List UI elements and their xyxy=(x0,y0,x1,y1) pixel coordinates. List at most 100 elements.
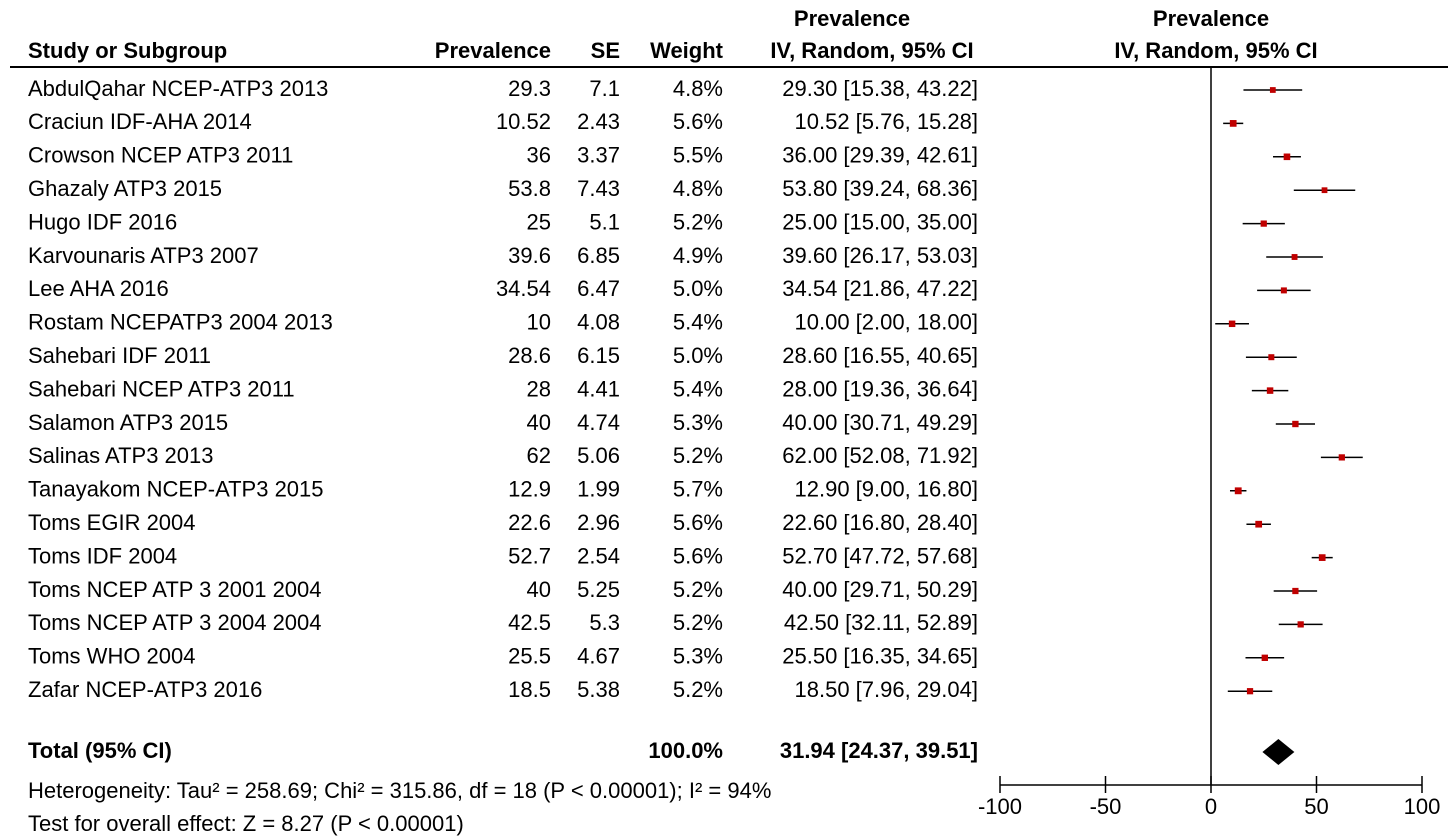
prevalence: 42.5 xyxy=(508,610,551,635)
prevalence: 40 xyxy=(527,577,551,602)
prevalence: 10.52 xyxy=(496,109,551,134)
header-plot: IV, Random, 95% CI xyxy=(1114,38,1317,63)
study-name: Lee AHA 2016 xyxy=(28,276,169,301)
point-estimate xyxy=(1269,87,1276,93)
study-name: Ghazaly ATP3 2015 xyxy=(28,176,222,201)
point-estimate xyxy=(1260,220,1267,227)
study-name: Toms NCEP ATP 3 2001 2004 xyxy=(28,577,322,602)
header-plot: Prevalence xyxy=(1153,6,1269,31)
point-estimate xyxy=(1283,153,1291,161)
ci-label: 39.60 [26.17, 53.03] xyxy=(782,243,978,268)
weight: 5.0% xyxy=(673,276,723,301)
se: 3.37 xyxy=(577,143,620,168)
prevalence: 25.5 xyxy=(508,644,551,669)
weight: 4.9% xyxy=(673,243,723,268)
point-estimate xyxy=(1280,287,1287,294)
point-estimate xyxy=(1297,621,1304,628)
prevalence: 53.8 xyxy=(508,176,551,201)
point-estimate xyxy=(1338,454,1345,461)
x-tick-label: 50 xyxy=(1304,794,1328,819)
prevalence: 28 xyxy=(527,376,551,401)
ci-label: 40.00 [29.71, 50.29] xyxy=(782,577,978,602)
note: Heterogeneity: Tau² = 258.69; Chi² = 315… xyxy=(28,778,771,803)
se: 5.25 xyxy=(577,577,620,602)
x-tick-label: -100 xyxy=(978,794,1022,819)
point-estimate xyxy=(1268,354,1275,361)
study-name: Hugo IDF 2016 xyxy=(28,209,177,234)
total-diamond xyxy=(1262,739,1295,765)
study-name: Karvounaris ATP3 2007 xyxy=(28,243,259,268)
study-name: Sahebari NCEP ATP3 2011 xyxy=(28,376,295,401)
weight: 4.8% xyxy=(673,76,723,101)
weight: 5.5% xyxy=(673,143,723,168)
weight: 5.2% xyxy=(673,677,723,702)
point-estimate xyxy=(1234,487,1242,495)
prevalence: 29.3 xyxy=(508,76,551,101)
total-ci: 31.94 [24.37, 39.51] xyxy=(780,738,978,763)
point-estimate xyxy=(1292,587,1299,595)
point-estimate xyxy=(1291,254,1298,260)
ci-label: 52.70 [47.72, 57.68] xyxy=(782,543,978,568)
point-estimate xyxy=(1261,654,1268,661)
prevalence: 25 xyxy=(527,209,551,234)
weight: 5.7% xyxy=(673,477,723,502)
prevalence: 18.5 xyxy=(508,677,551,702)
prevalence: 62 xyxy=(527,443,551,468)
se: 7.1 xyxy=(589,76,620,101)
ci-label: 28.00 [19.36, 36.64] xyxy=(782,376,978,401)
total-weight: 100.0% xyxy=(648,738,723,763)
weight: 4.8% xyxy=(673,176,723,201)
header-ci: Prevalence xyxy=(794,6,910,31)
header-study: Study or Subgroup xyxy=(28,38,227,63)
ci-label: 25.50 [16.35, 34.65] xyxy=(782,644,978,669)
study-name: Salamon ATP3 2015 xyxy=(28,410,228,435)
header-weight: Weight xyxy=(650,38,724,63)
se: 5.1 xyxy=(589,209,620,234)
x-tick-label: 100 xyxy=(1404,794,1441,819)
weight: 5.6% xyxy=(673,510,723,535)
se: 6.15 xyxy=(577,343,620,368)
study-name: Salinas ATP3 2013 xyxy=(28,443,214,468)
study-name: Toms WHO 2004 xyxy=(28,644,196,669)
se: 5.06 xyxy=(577,443,620,468)
ci-label: 42.50 [32.11, 52.89] xyxy=(784,610,978,635)
point-estimate xyxy=(1292,420,1299,428)
point-estimate xyxy=(1321,187,1328,194)
point-estimate xyxy=(1318,554,1326,561)
ci-label: 62.00 [52.08, 71.92] xyxy=(782,443,978,468)
ci-label: 29.30 [15.38, 43.22] xyxy=(782,76,978,101)
se: 4.08 xyxy=(577,310,620,335)
study-name: AbdulQahar NCEP-ATP3 2013 xyxy=(28,76,328,101)
header-se: SE xyxy=(591,38,620,63)
weight: 5.2% xyxy=(673,577,723,602)
note: Test for overall effect: Z = 8.27 (P < 0… xyxy=(28,811,464,836)
study-name: Toms EGIR 2004 xyxy=(28,510,196,535)
ci-label: 40.00 [30.71, 49.29] xyxy=(782,410,978,435)
point-estimate xyxy=(1228,320,1236,328)
prevalence: 12.9 xyxy=(508,477,551,502)
total-label: Total (95% CI) xyxy=(28,738,172,763)
study-name: Zafar NCEP-ATP3 2016 xyxy=(28,677,262,702)
se: 6.47 xyxy=(577,276,620,301)
prevalence: 34.54 xyxy=(496,276,551,301)
ci-label: 34.54 [21.86, 47.22] xyxy=(782,276,978,301)
weight: 5.2% xyxy=(673,443,723,468)
ci-label: 12.90 [9.00, 16.80] xyxy=(795,477,979,502)
se: 2.54 xyxy=(577,543,620,568)
weight: 5.3% xyxy=(673,644,723,669)
se: 1.99 xyxy=(577,477,620,502)
ci-label: 18.50 [7.96, 29.04] xyxy=(795,677,979,702)
x-tick-label: -50 xyxy=(1090,794,1122,819)
weight: 5.3% xyxy=(673,410,723,435)
point-estimate xyxy=(1246,688,1254,695)
prevalence: 40 xyxy=(527,410,551,435)
study-name: Tanayakom NCEP-ATP3 2015 xyxy=(28,477,324,502)
study-name: Craciun IDF-AHA 2014 xyxy=(28,109,252,134)
weight: 5.4% xyxy=(673,376,723,401)
prevalence: 22.6 xyxy=(508,510,551,535)
prevalence: 36 xyxy=(527,143,551,168)
header-prevalence: Prevalence xyxy=(435,38,551,63)
se: 2.43 xyxy=(577,109,620,134)
ci-label: 22.60 [16.80, 28.40] xyxy=(782,510,978,535)
